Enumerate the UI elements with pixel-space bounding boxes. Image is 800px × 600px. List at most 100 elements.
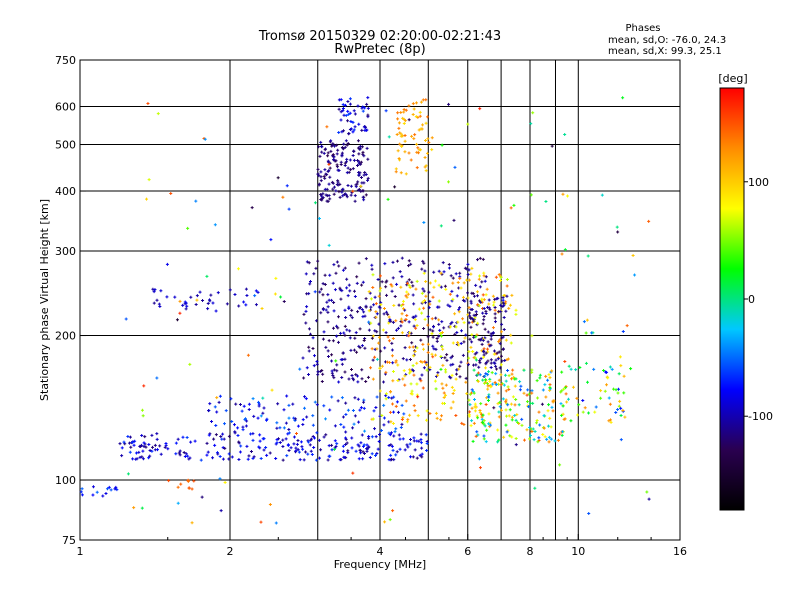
scatter-point (395, 328, 399, 332)
scatter-point (362, 125, 366, 129)
scatter-point (391, 448, 395, 452)
scatter-point (341, 358, 345, 362)
scatter-point (618, 355, 622, 359)
scatter-point (477, 299, 481, 303)
scatter-point (308, 332, 312, 336)
scatter-point (469, 325, 473, 329)
scatter-point (520, 417, 524, 421)
scatter-point (484, 440, 488, 444)
scatter-point (486, 350, 490, 354)
scatter-point (319, 179, 323, 183)
scatter-point (525, 400, 529, 404)
scatter-point (619, 413, 623, 417)
scatter-point (399, 285, 403, 289)
scatter-point (365, 146, 369, 150)
scatter-point (327, 182, 331, 186)
scatter-point (401, 299, 405, 303)
scatter-point (522, 368, 526, 372)
scatter-point (326, 151, 330, 155)
scatter-point (200, 495, 204, 499)
scatter-point (321, 337, 325, 341)
scatter-point (317, 145, 321, 149)
scatter-point (424, 280, 428, 284)
scatter-point (441, 401, 445, 405)
scatter-point (437, 318, 441, 322)
scatter-point (413, 409, 417, 413)
scatter-point (508, 434, 512, 438)
scatter-point (159, 289, 163, 293)
scatter-point (574, 368, 578, 372)
scatter-point (587, 512, 591, 516)
scatter-point (223, 481, 227, 485)
scatter-point (435, 416, 439, 420)
scatter-point (142, 441, 146, 445)
scatter-point (481, 257, 485, 261)
scatter-point (355, 350, 359, 354)
scatter-point (367, 320, 371, 324)
scatter-point (470, 406, 474, 410)
scatter-point (347, 377, 351, 381)
scatter-point (467, 306, 471, 310)
scatter-point (398, 270, 402, 274)
scatter-point (501, 296, 505, 300)
scatter-point (456, 340, 460, 344)
scatter-point (494, 364, 498, 368)
scatter-point (198, 290, 202, 294)
scatter-point (189, 295, 193, 299)
scatter-point (232, 423, 236, 427)
scatter-point (489, 358, 493, 362)
scatter-point (411, 284, 415, 288)
scatter-point (346, 449, 350, 453)
scatter-point (373, 355, 377, 359)
scatter-point (227, 457, 231, 461)
scatter-point (431, 335, 435, 339)
scatter-point (530, 391, 534, 395)
scatter-point (428, 365, 432, 369)
scatter-point (561, 404, 565, 408)
scatter-point (398, 437, 402, 441)
scatter-point (317, 217, 321, 221)
scatter-point (156, 448, 160, 452)
scatter-point (451, 281, 455, 285)
scatter-point (188, 456, 192, 460)
scatter-point (390, 284, 394, 288)
scatter-point (322, 404, 326, 408)
scatter-point (375, 330, 379, 334)
scatter-point (511, 368, 515, 372)
scatter-point (305, 366, 309, 370)
scatter-point (424, 121, 428, 125)
scatter-point (458, 271, 462, 275)
scatter-point (481, 378, 485, 382)
scatter-point (400, 312, 404, 316)
scatter-point (331, 281, 335, 285)
scatter-point (176, 501, 180, 505)
scatter-point (141, 449, 145, 453)
scatter-point (462, 340, 466, 344)
scatter-point (549, 437, 553, 441)
scatter-point (345, 195, 349, 199)
scatter-point (317, 438, 321, 442)
scatter-point (141, 414, 145, 418)
scatter-point (398, 142, 402, 146)
scatter-point (205, 441, 209, 445)
scatter-point (530, 430, 534, 434)
scatter-point (412, 436, 416, 440)
scatter-point (369, 305, 373, 309)
scatter-point (477, 338, 481, 342)
scatter-point (482, 347, 486, 351)
scatter-point (459, 360, 463, 364)
scatter-point (344, 401, 348, 405)
scatter-point (397, 156, 401, 160)
scatter-point (481, 293, 485, 297)
scatter-point (195, 294, 199, 298)
scatter-point (499, 275, 503, 279)
scatter-point (483, 374, 487, 378)
scatter-point (482, 437, 486, 441)
scatter-point (301, 418, 305, 422)
scatter-point (336, 326, 340, 330)
scatter-point (349, 120, 353, 124)
scatter-point (454, 272, 458, 276)
scatter-point (319, 198, 323, 202)
scatter-point (350, 308, 354, 312)
